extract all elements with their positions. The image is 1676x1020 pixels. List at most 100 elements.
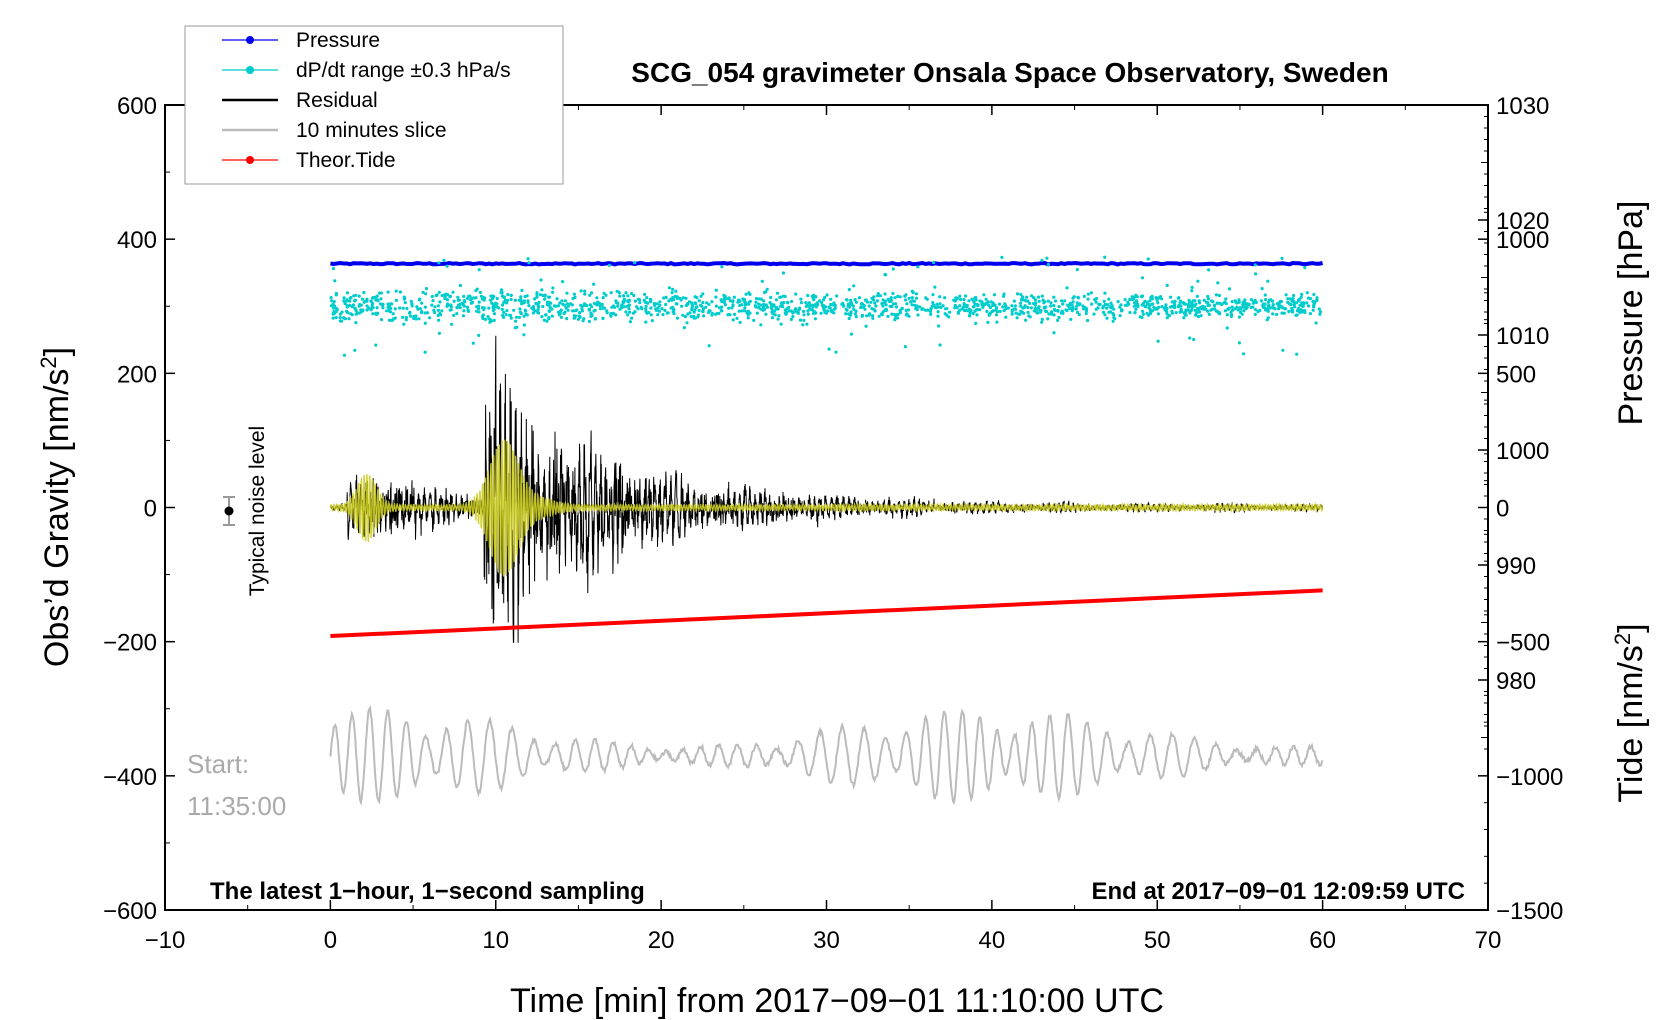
- dpdt-point: [903, 345, 908, 349]
- dpdt-point: [482, 298, 486, 302]
- dpdt-point: [1317, 307, 1321, 311]
- dpdt-point: [974, 321, 978, 325]
- dpdt-point: [923, 308, 928, 312]
- dpdt-point: [893, 296, 897, 300]
- dpdt-point: [978, 299, 982, 303]
- dpdt-point: [742, 309, 747, 313]
- dpdt-point: [390, 302, 394, 306]
- dpdt-point: [802, 313, 806, 317]
- dpdt-point: [345, 299, 349, 303]
- dpdt-point: [514, 319, 518, 323]
- dpdt-point: [804, 304, 809, 308]
- dpdt-point: [1280, 311, 1284, 315]
- dpdt-point: [720, 299, 724, 304]
- dpdt-point: [1064, 308, 1068, 312]
- dpdt-point: [1277, 304, 1281, 308]
- dpdt-point: [566, 308, 570, 312]
- dpdt-point: [828, 306, 832, 310]
- dpdt-point: [746, 316, 750, 320]
- dpdt-point: [1165, 283, 1169, 287]
- dpdt-point: [1239, 307, 1243, 311]
- dpdt-point: [1134, 307, 1138, 311]
- dpdt-point: [409, 314, 413, 318]
- dpdt-point: [1105, 306, 1109, 310]
- dpdt-point: [765, 287, 769, 291]
- dpdt-point: [462, 294, 466, 298]
- end-time-annotation: End at 2017−09−01 12:09:59 UTC: [1091, 878, 1465, 905]
- dpdt-point: [495, 302, 499, 306]
- dpdt-point: [697, 308, 701, 313]
- dpdt-point: [835, 294, 839, 298]
- dpdt-point: [626, 294, 630, 298]
- pressure-tick-label: 990: [1496, 553, 1536, 580]
- dpdt-point: [781, 294, 786, 298]
- dpdt-point: [1313, 301, 1317, 305]
- dpdt-point: [601, 296, 605, 300]
- dpdt-point: [650, 319, 654, 323]
- dpdt-point: [754, 300, 758, 304]
- dpdt-point: [347, 317, 351, 321]
- dpdt-point: [657, 309, 661, 313]
- dpdt-point: [852, 284, 856, 288]
- dpdt-point: [1264, 298, 1268, 302]
- dpdt-point: [738, 320, 742, 324]
- dpdt-point: [538, 293, 543, 297]
- dpdt-point: [1092, 312, 1096, 316]
- dpdt-point: [1284, 293, 1288, 297]
- dpdt-point: [829, 302, 833, 307]
- dpdt-point: [1251, 305, 1255, 309]
- y-axis-left-ticks: −600 −400 −200 0 200 400 600: [103, 93, 175, 925]
- dpdt-point: [620, 303, 624, 307]
- dpdt-point: [1188, 311, 1192, 315]
- dpdt-point: [1036, 295, 1041, 299]
- dpdt-point: [1249, 298, 1253, 302]
- dpdt-point: [338, 316, 342, 320]
- dpdt-point: [670, 291, 674, 295]
- dpdt-point: [965, 309, 970, 313]
- dpdt-point: [338, 312, 342, 316]
- dpdt-point: [1216, 281, 1220, 285]
- dpdt-point: [1267, 305, 1271, 309]
- dpdt-point: [714, 304, 719, 308]
- dpdt-point: [579, 303, 583, 307]
- dpdt-point: [806, 312, 810, 316]
- dpdt-point: [477, 310, 481, 314]
- dpdt-point: [509, 316, 513, 320]
- dpdt-point: [699, 294, 703, 298]
- dpdt-point: [1298, 310, 1302, 314]
- slice-line: [329, 704, 1324, 807]
- dpdt-point: [1145, 302, 1149, 306]
- dpdt-point: [693, 308, 697, 312]
- dpdt-point: [1263, 302, 1267, 306]
- dpdt-point: [1297, 306, 1301, 311]
- dpdt-point: [765, 305, 770, 309]
- dpdt-point: [697, 299, 701, 303]
- dpdt-point: [873, 309, 877, 313]
- dpdt-point: [462, 309, 466, 313]
- dpdt-point: [969, 308, 973, 313]
- dpdt-point: [338, 319, 342, 323]
- dpdt-point: [701, 301, 705, 305]
- dpdt-point: [864, 298, 868, 302]
- dpdt-point: [474, 288, 478, 293]
- dpdt-point: [359, 310, 363, 314]
- dpdt-point: [644, 320, 648, 324]
- dpdt-point: [681, 313, 685, 317]
- dpdt-point: [430, 294, 434, 299]
- dpdt-point: [1178, 299, 1183, 303]
- dpdt-point: [1172, 300, 1177, 304]
- dpdt-point: [888, 304, 892, 308]
- dpdt-point: [1010, 312, 1014, 316]
- dpdt-point: [1196, 306, 1200, 310]
- dpdt-point: [799, 301, 804, 305]
- dpdt-point: [1224, 297, 1228, 301]
- dpdt-point: [744, 292, 748, 296]
- dpdt-point: [1303, 266, 1307, 270]
- dpdt-point: [723, 294, 727, 299]
- dpdt-point: [889, 296, 893, 300]
- dpdt-point: [477, 333, 481, 337]
- dpdt-point: [968, 313, 972, 318]
- dpdt-point: [1043, 300, 1047, 304]
- dpdt-point: [1128, 310, 1132, 315]
- dpdt-point: [916, 313, 920, 317]
